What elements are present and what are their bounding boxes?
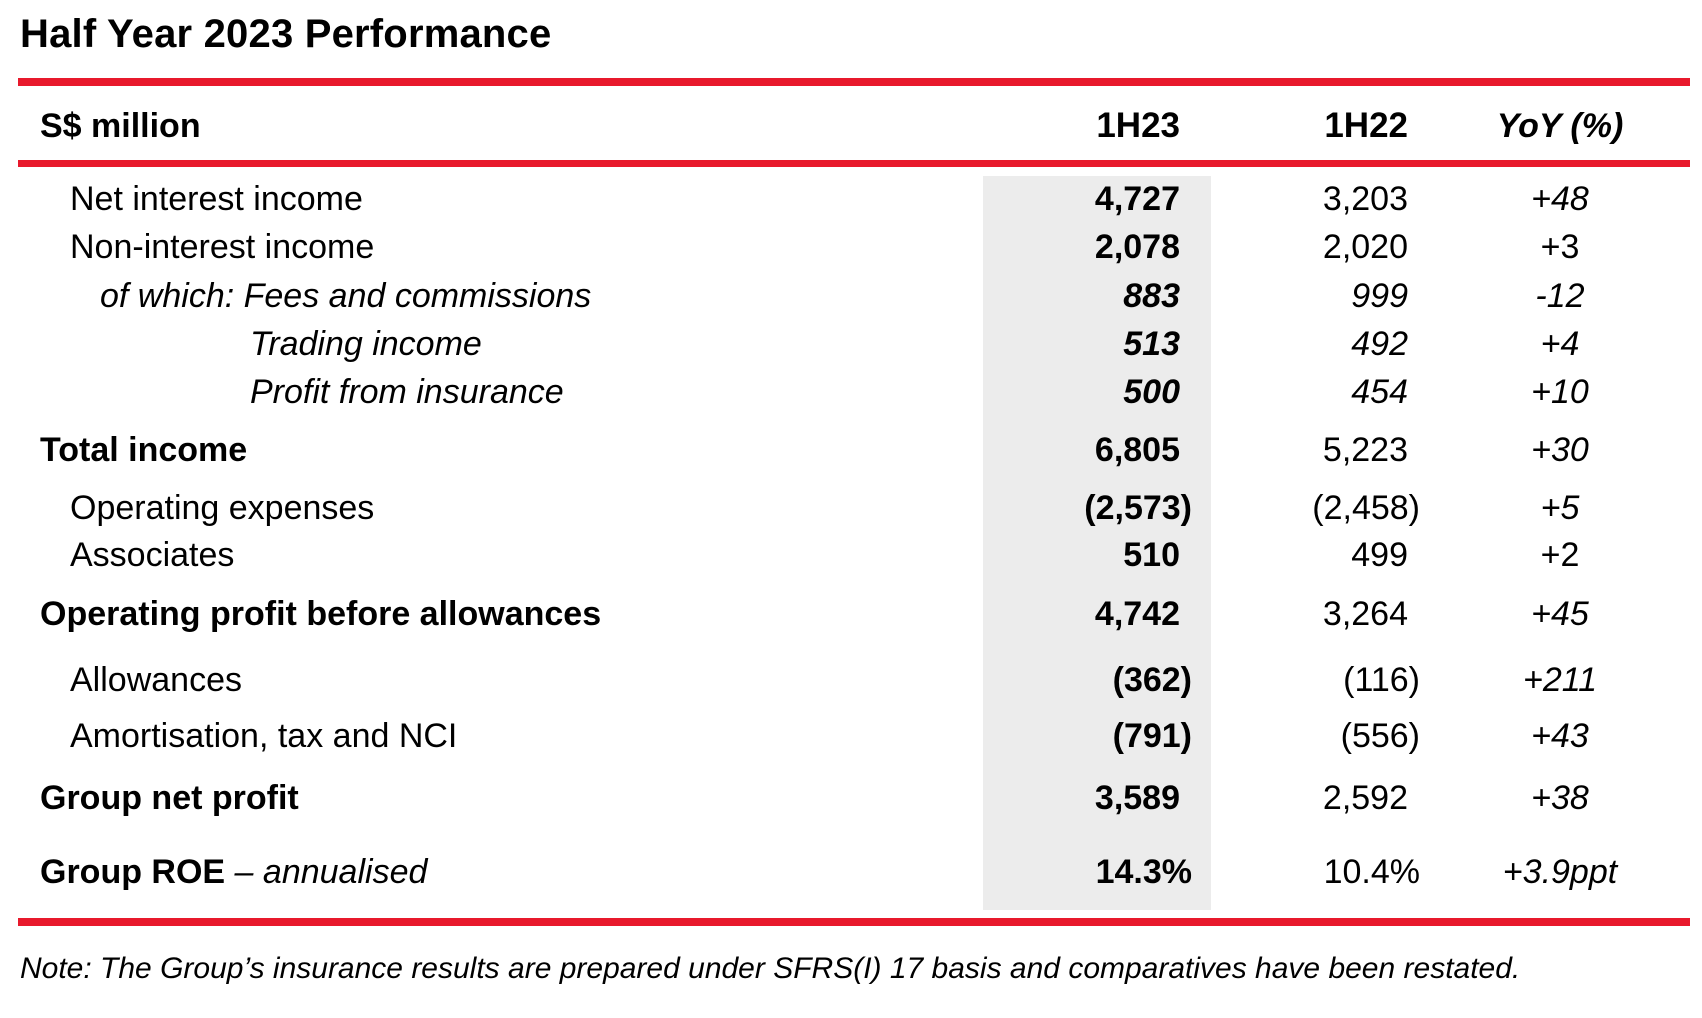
value-yoy: +211	[1522, 661, 1598, 699]
value-1h22: (556)	[1340, 717, 1420, 755]
value-1h23: 6,805	[1094, 431, 1180, 469]
row-label: Net interest income	[70, 180, 363, 218]
row-label: Operating expenses	[70, 489, 375, 527]
value-1h23: 14.3%	[1095, 853, 1192, 891]
value-1h23: 513	[1123, 325, 1180, 363]
value-1h23: 3,589	[1094, 779, 1180, 817]
row-label: Operating profit before allowances	[40, 595, 602, 633]
value-1h22: 492	[1351, 325, 1408, 363]
value-1h22: 3,264	[1322, 595, 1408, 633]
value-yoy: +3	[1540, 228, 1580, 266]
row-label: Profit from insurance	[250, 373, 564, 411]
row-label: Associates	[70, 536, 235, 574]
row-label: Trading income	[250, 325, 482, 363]
value-1h22: 10.4%	[1323, 853, 1420, 891]
value-1h23: 510	[1123, 536, 1180, 574]
value-1h23: 883	[1123, 277, 1180, 315]
value-1h22: (2,458)	[1312, 489, 1420, 527]
row-label: Allowances	[70, 661, 242, 699]
value-yoy: +38	[1531, 779, 1589, 817]
value-1h23: (791)	[1112, 717, 1192, 755]
header-1h23: 1H23	[1096, 106, 1180, 145]
row-label: of which: Fees and commissions	[100, 277, 592, 315]
row-label: Non-interest income	[70, 228, 375, 266]
value-1h22: 3,203	[1322, 180, 1408, 218]
row-label: Amortisation, tax and NCI	[70, 717, 458, 755]
header-yoy: YoY (%)	[1496, 107, 1624, 145]
value-1h23: 500	[1123, 373, 1180, 411]
value-1h23: 2,078	[1094, 228, 1180, 266]
value-1h23: (362)	[1112, 661, 1192, 699]
header-red-rule	[18, 160, 1690, 167]
row-label: Group ROE	[40, 853, 226, 891]
row-label: Total income	[40, 431, 248, 469]
value-1h22: 2,592	[1322, 779, 1408, 817]
value-yoy: +10	[1531, 373, 1589, 411]
top-red-rule	[18, 78, 1690, 86]
value-yoy: +2	[1540, 536, 1580, 574]
value-1h23: 4,742	[1094, 595, 1180, 633]
value-1h22: 454	[1351, 373, 1408, 411]
value-1h22: 5,223	[1322, 431, 1408, 469]
row-label-suffix: – annualised	[225, 853, 428, 891]
value-1h22: 999	[1351, 277, 1408, 315]
header-1h22: 1H22	[1324, 106, 1408, 145]
row-label-group: Group ROE – annualised	[40, 852, 427, 892]
value-1h22: 499	[1351, 536, 1408, 574]
value-1h23: 4,727	[1094, 180, 1180, 218]
current-period-highlight-column	[983, 176, 1211, 910]
unit-header: S$ million	[40, 107, 201, 145]
value-1h22: (116)	[1343, 661, 1420, 699]
value-yoy: +45	[1531, 595, 1589, 633]
value-yoy: +43	[1531, 717, 1589, 755]
page-title: Half Year 2023 Performance	[20, 12, 552, 56]
footnote: Note: The Group’s insurance results are …	[20, 952, 1521, 985]
value-yoy: +4	[1540, 325, 1580, 363]
value-1h22: 2,020	[1322, 228, 1408, 266]
row-label: Group net profit	[40, 779, 299, 817]
value-yoy: -12	[1535, 277, 1585, 315]
value-1h23: (2,573)	[1084, 489, 1192, 527]
value-yoy: +3.9ppt	[1502, 853, 1618, 891]
value-yoy: +30	[1531, 431, 1589, 469]
bottom-red-rule	[18, 918, 1690, 926]
value-yoy: +5	[1540, 489, 1580, 527]
value-yoy: +48	[1531, 180, 1589, 218]
